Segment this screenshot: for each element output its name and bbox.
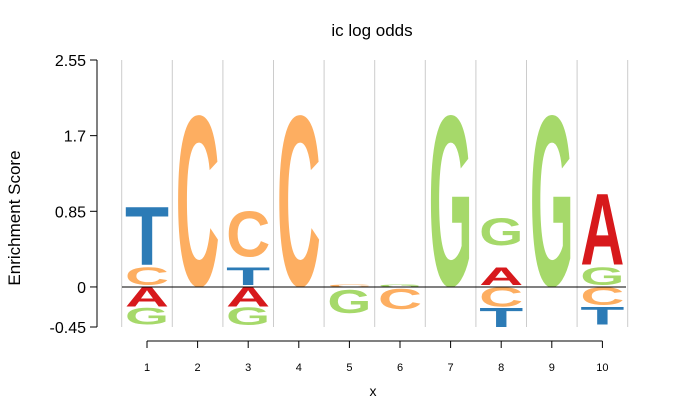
y-tick-label: 0.85 xyxy=(55,204,86,221)
y-tick-label: 1.7 xyxy=(64,129,86,146)
x-axis-label: x xyxy=(370,383,377,399)
logo-letter-T: T xyxy=(479,302,523,333)
logo-letter-C: C xyxy=(327,284,371,288)
logo-stack-6: GC xyxy=(378,284,422,316)
logo-letter-T: T xyxy=(125,191,169,283)
logo-letter-C: C xyxy=(277,64,321,337)
logo-letter-G: G xyxy=(580,263,624,291)
chart-title: ic log odds xyxy=(331,21,412,40)
logo-letter-C: C xyxy=(176,64,220,337)
logo-letter-G: G xyxy=(226,303,270,331)
logo-letter-C: C xyxy=(226,199,270,271)
logo-stack-9: G xyxy=(530,66,574,337)
logo-letter-A: A xyxy=(580,172,624,286)
x-tick-label: 9 xyxy=(549,362,555,374)
logo-letter-T: T xyxy=(226,263,270,291)
x-tick-label: 3 xyxy=(245,362,251,374)
x-tick-label: 6 xyxy=(397,362,403,374)
x-tick-label: 1 xyxy=(144,362,150,374)
logo-stack-7: G xyxy=(429,66,473,337)
logo-stack-5: CG xyxy=(327,282,371,320)
x-tick-label: 2 xyxy=(195,362,201,374)
x-tick-label: 4 xyxy=(296,362,302,374)
logo-letter-G: G xyxy=(125,304,169,330)
x-tick-label: 5 xyxy=(346,362,352,374)
logo-letter-G: G xyxy=(378,284,422,288)
x-tick-label: 8 xyxy=(498,362,504,374)
logo-letter-G: G xyxy=(479,211,523,254)
y-axis-label: Enrichment Score xyxy=(5,150,24,285)
logo-letter-C: C xyxy=(125,263,169,291)
x-tick-label: 7 xyxy=(448,362,454,374)
grid-layer xyxy=(121,60,629,327)
logo-letter-G: G xyxy=(327,282,371,320)
logo-letter-T: T xyxy=(580,302,624,330)
logo-letter-G: G xyxy=(530,66,574,337)
logo-stack-4: C xyxy=(277,64,321,337)
logo-letter-C: C xyxy=(378,284,422,316)
axes-layer: -0.45 0 0.85 1.7 2.55 1 2 3 4 5 6 7 8 9 10 xyxy=(50,53,626,374)
logo-letter-A: A xyxy=(479,263,523,291)
y-tick-label: 0 xyxy=(77,280,86,297)
y-tick-label: -0.45 xyxy=(50,320,87,337)
y-tick-label: 2.55 xyxy=(55,53,86,70)
logo-letter-G: G xyxy=(429,66,473,337)
x-tick-label: 10 xyxy=(596,362,608,374)
logo-stack-2: C xyxy=(176,64,220,337)
